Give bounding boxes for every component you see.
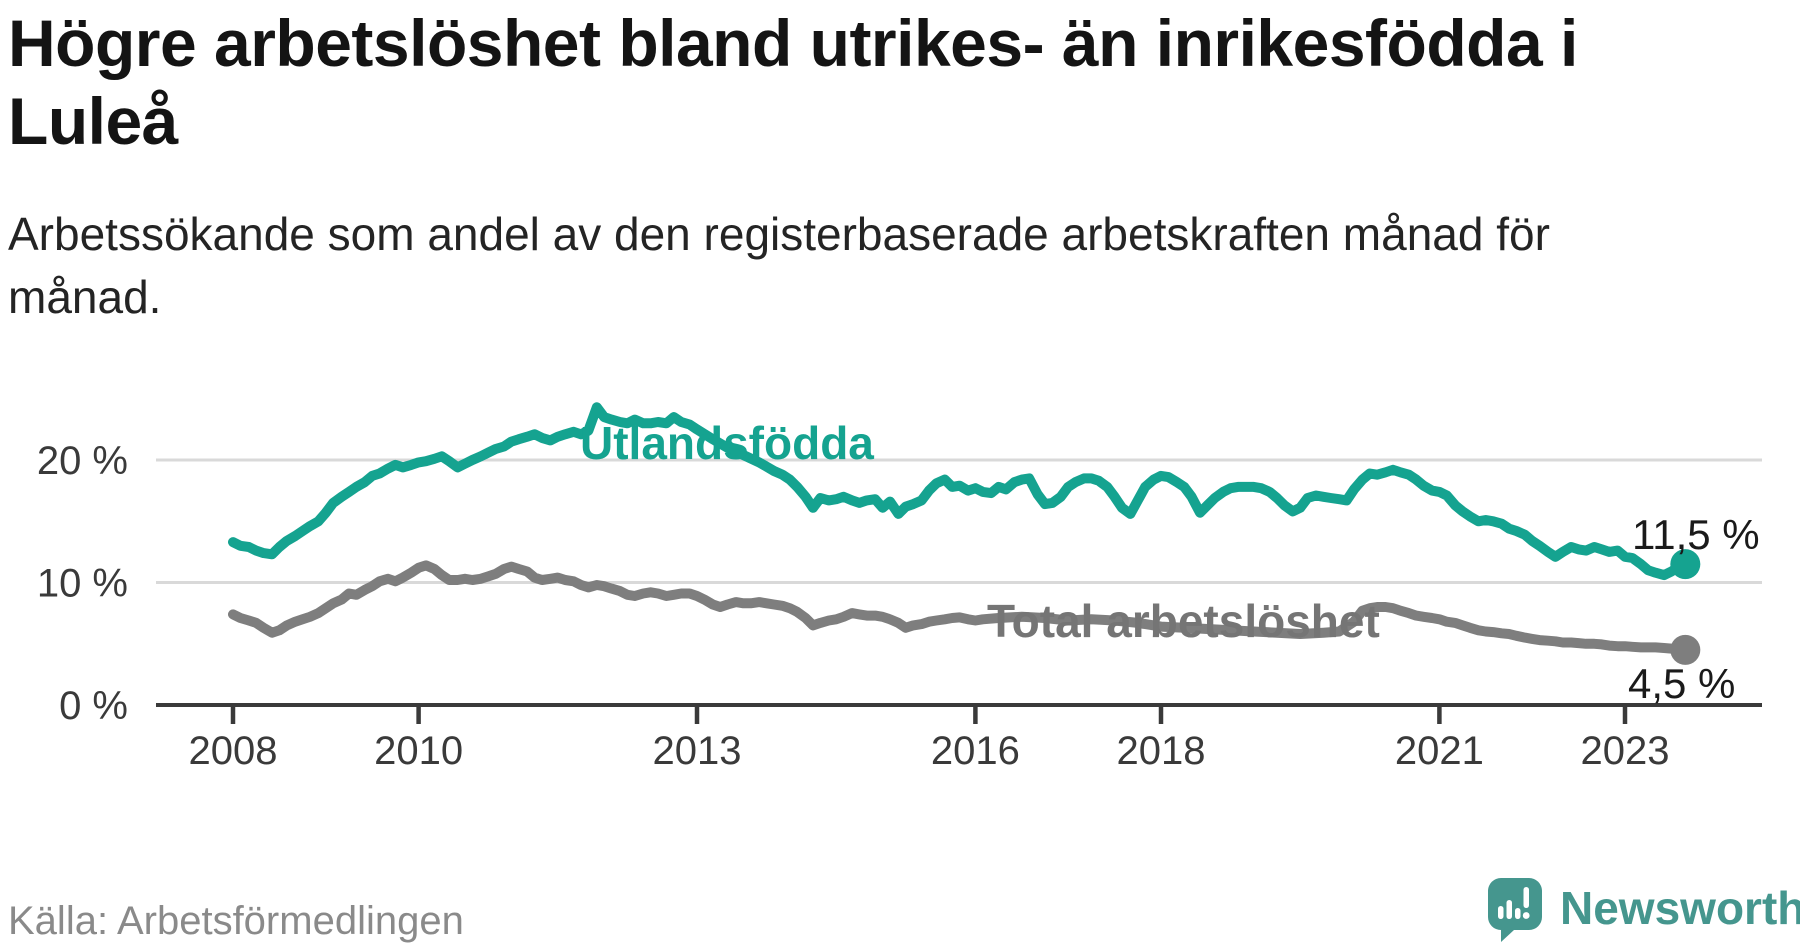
series-label-total: Total arbetslöshet	[987, 595, 1380, 647]
y-tick-label-0: 0 %	[59, 684, 128, 728]
subtitle-line-2: månad.	[8, 271, 162, 323]
y-tick-label-20: 20 %	[37, 439, 128, 483]
y-tick-label-10: 10 %	[37, 562, 128, 606]
title-line-2: Luleå	[8, 84, 178, 158]
x-tick-label-2008: 2008	[189, 729, 278, 773]
series-line-utlandsfodda	[228, 402, 1691, 581]
end-value-label-total: 4,5 %	[1628, 660, 1735, 707]
chart-subtitle: Arbetssökande som andel av den registerb…	[8, 203, 1550, 329]
x-tick-label-2010: 2010	[374, 729, 463, 773]
series-end-dot-utlandsfodda	[1670, 549, 1701, 580]
series-end-dot-total	[1670, 634, 1701, 665]
newsworthy-logo: Newsworthy	[1488, 878, 1800, 942]
source-note: Källa: Arbetsförmedlingen	[8, 899, 464, 943]
x-tick-label-2018: 2018	[1117, 729, 1206, 773]
x-tick-label-2016: 2016	[931, 729, 1020, 773]
series-label-utlandsfodda: Utlandsfödda	[580, 417, 874, 469]
page-title: Högre arbetslöshet bland utrikes- än inr…	[8, 4, 1578, 160]
x-tick-label-2021: 2021	[1395, 729, 1484, 773]
x-tick-label-2013: 2013	[653, 729, 742, 773]
x-tick-label-2023: 2023	[1581, 729, 1670, 773]
newsworthy-wordmark: Newsworthy	[1560, 882, 1800, 934]
title-line-1: Högre arbetslöshet bland utrikes- än inr…	[8, 6, 1578, 80]
end-value-label-utlandsfodda: 11,5 %	[1632, 511, 1760, 558]
series-line-total	[228, 560, 1691, 655]
newsworthy-speech-bubble-bars-icon	[1488, 878, 1542, 942]
subtitle-line-1: Arbetssökande som andel av den registerb…	[8, 208, 1550, 260]
